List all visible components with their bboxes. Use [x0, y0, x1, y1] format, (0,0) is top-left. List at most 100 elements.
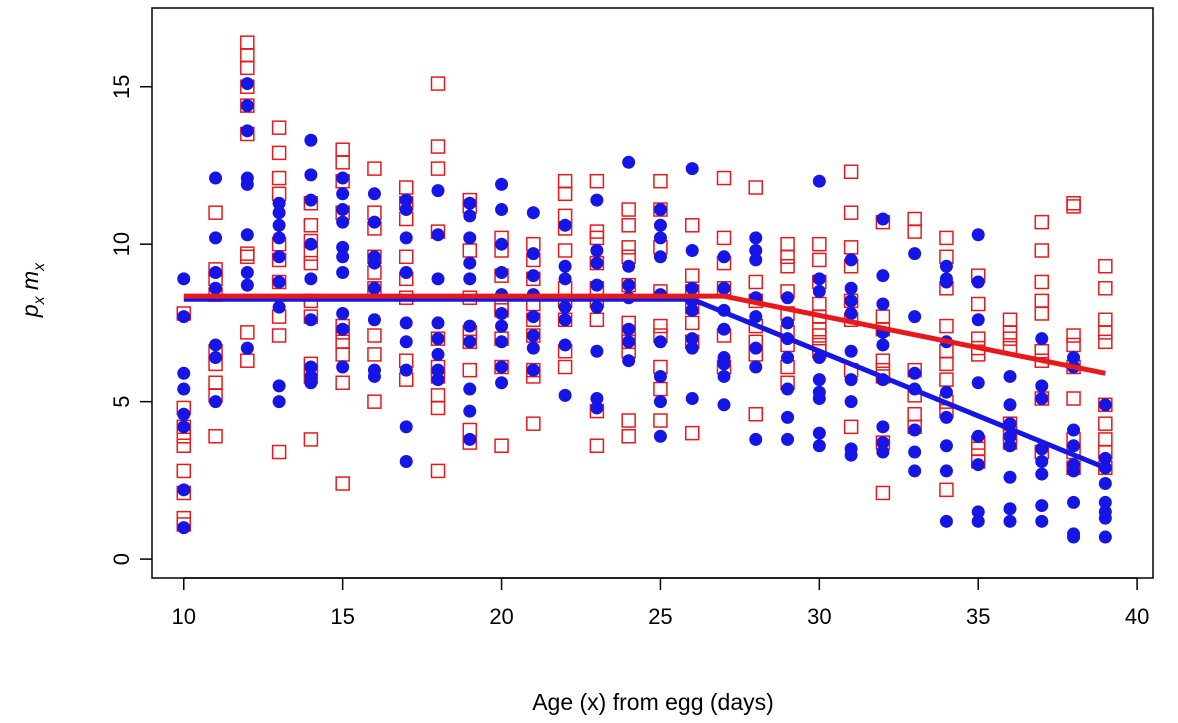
- circle-point: [495, 266, 509, 280]
- square-point: [843, 164, 859, 180]
- x-tick-label: 30: [807, 604, 831, 629]
- square-point: [780, 249, 795, 265]
- square-point: [367, 328, 382, 343]
- circle-point: [399, 266, 413, 280]
- x-tick-label: 15: [330, 604, 354, 629]
- circle-point: [431, 184, 445, 198]
- y-tick-label: 5: [109, 396, 134, 408]
- square-point: [430, 139, 446, 154]
- circle-point: [1035, 332, 1049, 346]
- circle-point: [304, 168, 318, 182]
- square-point: [557, 243, 573, 258]
- circle-point: [336, 187, 350, 201]
- circle-point: [240, 124, 254, 138]
- circle-point: [622, 354, 636, 368]
- circle-point: [336, 306, 350, 320]
- circle-point: [590, 243, 604, 257]
- circle-point: [495, 319, 509, 333]
- circle-point: [812, 439, 826, 453]
- circle-point: [463, 209, 477, 223]
- circle-point: [1035, 514, 1049, 528]
- square-point: [875, 353, 891, 368]
- circle-point: [939, 275, 953, 289]
- square-point: [1098, 312, 1113, 328]
- square-point: [812, 236, 827, 252]
- circle-point: [685, 391, 699, 405]
- circle-point: [558, 272, 572, 286]
- square-point: [621, 429, 636, 444]
- square-point: [557, 359, 573, 375]
- circle-point: [304, 313, 318, 327]
- square-point: [1002, 331, 1018, 346]
- y-label-base-2: m: [17, 271, 43, 290]
- square-point: [1066, 199, 1081, 214]
- circle-point: [240, 341, 254, 355]
- square-point: [748, 180, 764, 195]
- circle-point: [908, 247, 922, 261]
- circle-point: [781, 316, 795, 330]
- square-point: [843, 419, 859, 435]
- square-point: [621, 202, 636, 217]
- circle-point: [495, 306, 509, 320]
- square-point: [335, 375, 350, 391]
- circle-point: [272, 395, 286, 409]
- square-point: [1034, 344, 1050, 359]
- circle-point: [1098, 451, 1112, 465]
- square-point: [335, 476, 350, 491]
- circle-point: [1035, 467, 1049, 481]
- circle-point: [590, 278, 604, 292]
- square-point: [684, 268, 700, 283]
- fit-lines: [183, 293, 1107, 471]
- plot-frame: [151, 7, 1154, 579]
- circle-point: [908, 423, 922, 437]
- square-point: [1066, 328, 1081, 343]
- circle-point: [939, 464, 953, 478]
- circle-point: [209, 281, 223, 295]
- square-point: [812, 328, 827, 343]
- circle-point: [1067, 423, 1081, 437]
- circle-point: [463, 432, 477, 446]
- circle-point: [685, 162, 699, 176]
- circle-point: [209, 266, 223, 280]
- square-point: [1002, 312, 1018, 328]
- y-label-sub-2: x: [31, 262, 48, 272]
- circle-point: [1098, 530, 1112, 544]
- square-point: [335, 347, 350, 362]
- circle-point: [812, 373, 826, 387]
- circle-point: [939, 439, 953, 453]
- circle-point: [844, 395, 858, 409]
- circle-point: [749, 432, 763, 446]
- square-point: [684, 315, 700, 331]
- square-point: [494, 438, 509, 453]
- circle-point: [749, 231, 763, 245]
- circle-point: [336, 266, 350, 280]
- y-tick-label: 15: [109, 74, 134, 98]
- square-point: [1098, 334, 1113, 350]
- circle-point: [367, 215, 381, 229]
- circle-point: [495, 177, 509, 191]
- circle-point: [971, 275, 985, 289]
- square-point: [271, 170, 287, 186]
- circle-point: [844, 294, 858, 308]
- circle-point: [1067, 351, 1081, 365]
- axes: 10 15 20 25 30 35 40 0 5 10 15: [109, 7, 1154, 629]
- square-point: [208, 205, 223, 220]
- circle-point: [622, 322, 636, 336]
- data-points: [176, 35, 1113, 544]
- square-point: [1066, 337, 1081, 353]
- blue-fit-line: [183, 296, 1107, 471]
- circle-point: [971, 458, 985, 472]
- square-point: [240, 60, 255, 76]
- circle-point: [558, 313, 572, 327]
- circle-point: [367, 256, 381, 270]
- square-point: [589, 312, 605, 328]
- circle-point: [971, 376, 985, 390]
- square-point: [1098, 258, 1113, 274]
- x-tick-label: 40: [1125, 604, 1149, 629]
- x-tick-label: 25: [648, 604, 672, 629]
- circle-point: [431, 347, 445, 361]
- square-point: [939, 356, 954, 372]
- y-axis-label: px mx: [17, 262, 48, 318]
- circle-point: [526, 206, 540, 220]
